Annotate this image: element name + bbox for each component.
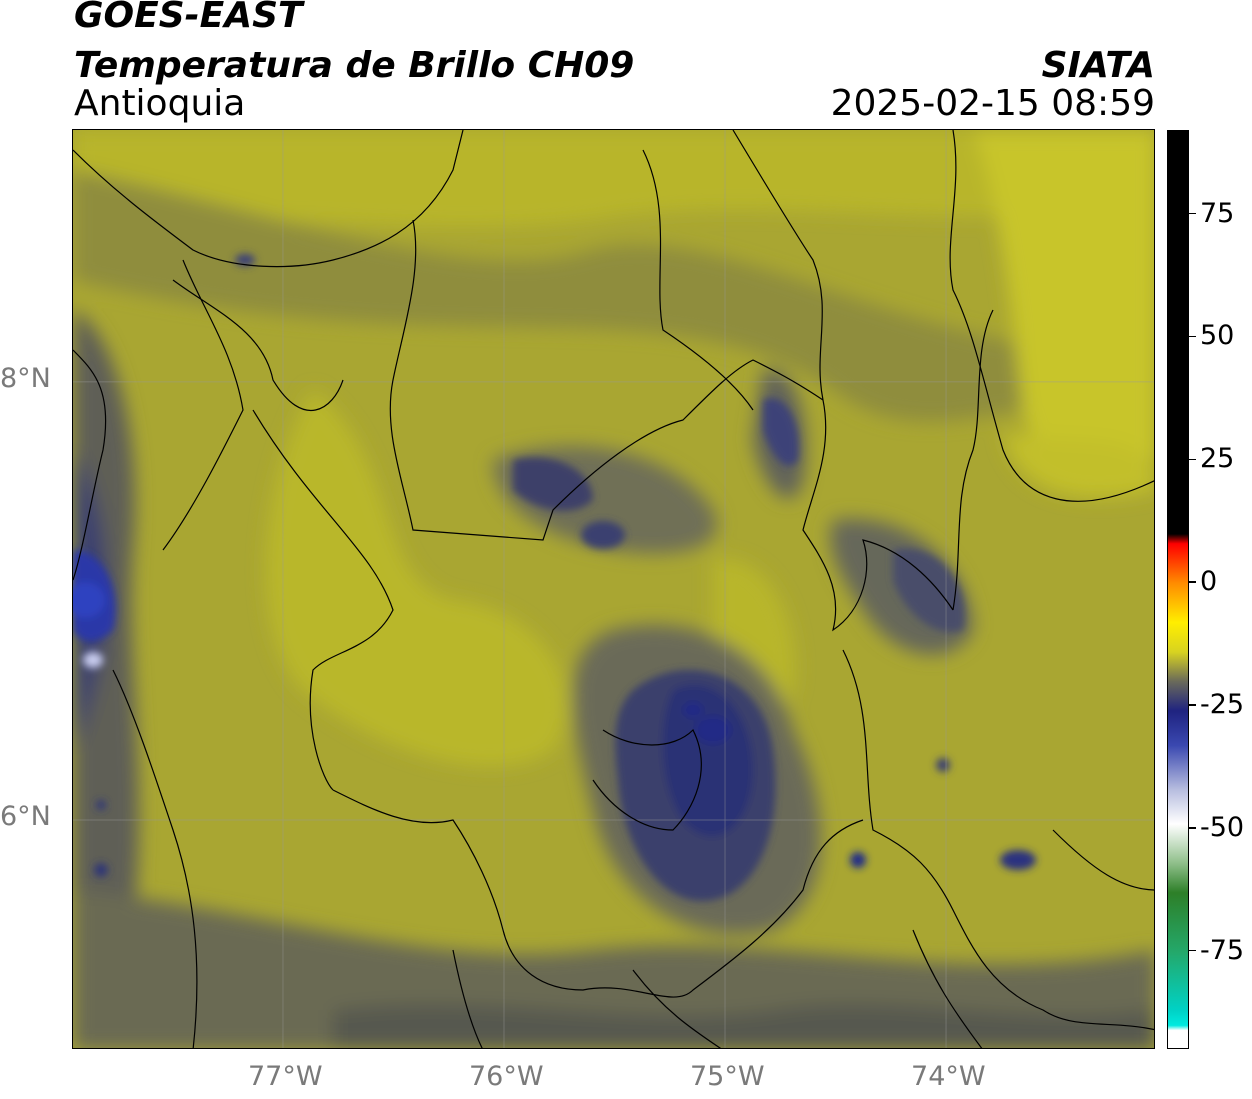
lon-tick-label: 75°W [690, 1061, 765, 1092]
satellite-map[interactable] [72, 129, 1155, 1049]
colorbar-tick-label: 25 [1200, 443, 1235, 475]
colorbar-tick-label: 0 [1200, 566, 1218, 598]
agency-label: SIATA [1041, 45, 1155, 86]
lon-tick-label: 76°W [468, 1061, 544, 1092]
colorbar-tick [1189, 949, 1196, 952]
boundary-lines [73, 130, 1154, 1048]
lat-tick-label: 8°N [0, 362, 51, 394]
colorbar-tick-label: 75 [1200, 197, 1235, 229]
satellite-title: GOES-EAST [74, 0, 303, 36]
lon-tick-label: 74°W [911, 1061, 986, 1092]
colorbar-tick [1189, 581, 1196, 583]
colorbar-gradient [1168, 131, 1188, 1048]
brightness-temperature-field [73, 130, 1154, 1048]
colorbar-tick-label: -50 [1200, 811, 1245, 843]
lat-tick-label: 6°N [0, 801, 51, 832]
colorbar-tick [1189, 335, 1196, 338]
colorbar-tick [1189, 458, 1196, 461]
colorbar-tick-label: 50 [1200, 320, 1235, 352]
region-label: Antioquia [74, 83, 246, 124]
colorbar-tick-label: -25 [1200, 688, 1245, 720]
colorbar-tick [1189, 212, 1196, 215]
product-title: Temperatura de Brillo CH09 [74, 45, 635, 86]
colorbar-tick [1189, 827, 1196, 829]
datetime-label: 2025-02-15 08:59 [830, 83, 1155, 124]
colorbar [1167, 130, 1189, 1049]
colorbar-tick-label: -75 [1200, 934, 1245, 966]
lon-tick-label: 77°W [247, 1061, 323, 1092]
colorbar-tick [1189, 704, 1196, 706]
